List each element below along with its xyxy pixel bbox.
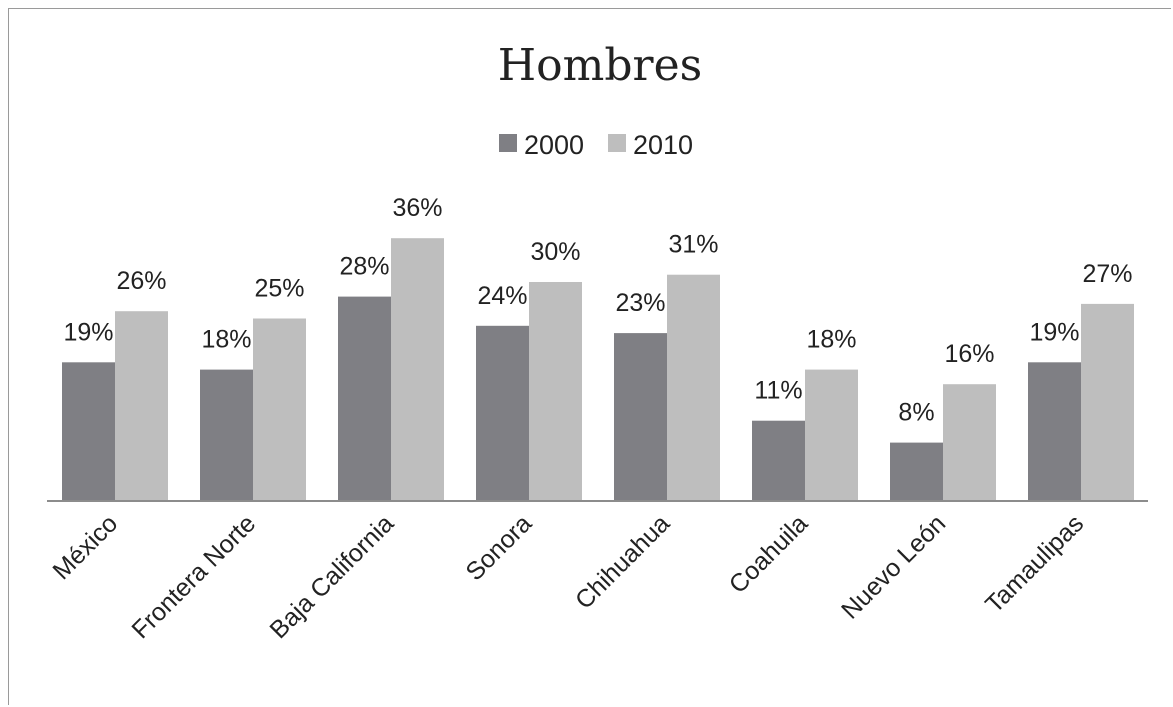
category-label-1: Frontera Norte xyxy=(126,509,261,644)
bar-2010-5 xyxy=(805,369,858,501)
value-label-2010-1: 25% xyxy=(254,275,304,303)
chart-frame xyxy=(8,8,1171,705)
category-label-3: Sonora xyxy=(460,509,537,586)
value-label-2010-4: 31% xyxy=(668,231,718,259)
category-label-2: Baja California xyxy=(264,509,399,644)
value-label-2010-6: 16% xyxy=(944,340,994,368)
bar-2000-2 xyxy=(338,296,391,501)
bar-2010-2 xyxy=(391,238,444,501)
bar-2010-3 xyxy=(529,282,582,501)
category-labels-layer: México Frontera Norte Baja California Sonor… xyxy=(47,509,1089,644)
bar-2010-7 xyxy=(1081,303,1134,501)
value-label-2010-2: 36% xyxy=(392,194,442,222)
value-label-2000-2: 28% xyxy=(339,253,389,281)
category-label-0: México xyxy=(47,509,123,585)
bar-2010-0 xyxy=(115,311,168,501)
bar-2000-5 xyxy=(752,420,805,501)
bar-2010-4 xyxy=(667,274,720,501)
value-label-2010-7: 27% xyxy=(1082,260,1132,288)
category-label-6: Nuevo León xyxy=(836,509,951,624)
legend-label-2000: 2000 xyxy=(524,130,584,160)
bar-2000-0 xyxy=(62,362,115,501)
bars-layer xyxy=(62,238,1134,501)
value-label-2010-5: 18% xyxy=(806,326,856,354)
value-label-2000-6: 8% xyxy=(898,399,934,427)
value-label-2000-3: 24% xyxy=(477,282,527,310)
value-label-2000-0: 19% xyxy=(63,318,113,346)
legend: 2000 2010 xyxy=(499,130,693,160)
legend-swatch-2010 xyxy=(608,134,626,152)
value-label-2010-3: 30% xyxy=(530,238,580,266)
value-label-2000-4: 23% xyxy=(615,289,665,317)
category-label-4: Chihuahua xyxy=(570,509,675,614)
bar-2010-6 xyxy=(943,384,996,501)
chart-title: Hombres xyxy=(498,40,702,91)
bar-2000-3 xyxy=(476,325,529,501)
value-labels-layer: 19%26%18%25%28%36%24%30%23%31%11%18%8%16… xyxy=(63,194,1132,426)
legend-label-2010: 2010 xyxy=(633,130,693,160)
value-label-2000-5: 11% xyxy=(754,377,802,405)
bar-2000-6 xyxy=(890,442,943,501)
bar-2010-1 xyxy=(253,318,306,501)
bar-2000-1 xyxy=(200,369,253,501)
legend-swatch-2000 xyxy=(499,134,517,152)
value-label-2000-1: 18% xyxy=(201,326,251,354)
bar-2000-7 xyxy=(1028,362,1081,501)
category-label-5: Coahuila xyxy=(724,509,814,599)
category-label-7: Tamaulipas xyxy=(980,509,1089,618)
value-label-2000-7: 19% xyxy=(1029,318,1079,346)
value-label-2010-0: 26% xyxy=(116,267,166,295)
bar-2000-4 xyxy=(614,333,667,501)
